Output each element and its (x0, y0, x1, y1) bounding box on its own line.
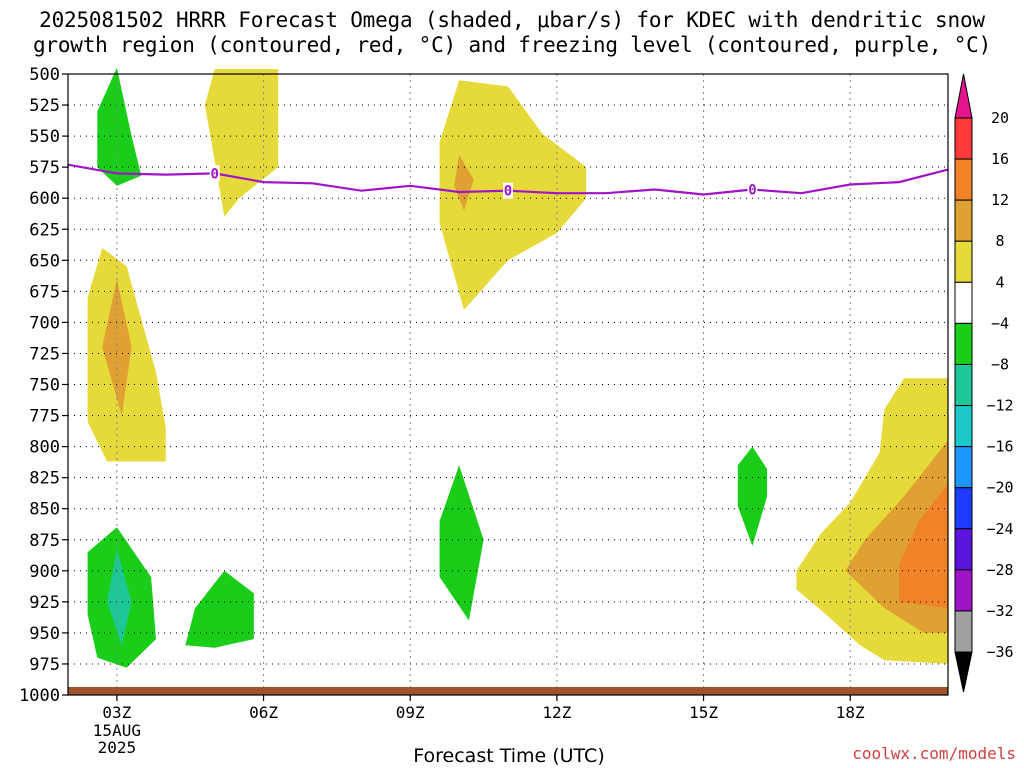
x-tick-label-18Z: 18Z (836, 703, 865, 722)
chart-title-line-2: growth region (contoured, red, °C) and f… (32, 33, 992, 57)
omega-region-green-05z-low (185, 570, 254, 648)
colorbar-bin--20-to--16 (954, 446, 973, 489)
colorbar-label-13: −36 (986, 643, 1013, 661)
y-tick-label-650: 650 (29, 251, 60, 271)
colorbar-bin-16-to-20 (954, 117, 973, 160)
omega-region-green-16z-low (737, 446, 768, 546)
colorbar-bottom-arrow (954, 651, 973, 693)
freezing-label-bg (747, 181, 758, 198)
colorbar-bin--16-to--12 (954, 405, 973, 448)
omega-region-green-10z-low (439, 465, 484, 621)
colorbar-label-4: 4 (995, 273, 1004, 291)
colorbar-label-1: 16 (991, 150, 1009, 168)
x-axis-label: Forecast Time (UTC) (413, 745, 605, 767)
y-tick-label-675: 675 (29, 282, 60, 302)
colorbar-bin-4-to-8 (954, 240, 973, 283)
colorbar-label-7: −12 (986, 397, 1013, 415)
colorbar-bin--36-to--32 (954, 610, 973, 653)
omega-region-yellow-06z-upper (204, 69, 279, 217)
chart-title-line-1: 2025081502 HRRR Forecast Omega (shaded, … (39, 8, 985, 32)
colorbar-label-11: −28 (986, 561, 1013, 579)
y-tick-label-825: 825 (29, 469, 60, 489)
omega-region-green-03z-upper (97, 67, 142, 186)
y-tick-label-550: 550 (29, 127, 60, 147)
y-tick-label-900: 900 (29, 562, 60, 582)
colorbar-label-9: −20 (986, 479, 1013, 497)
grid-layer (68, 73, 948, 696)
colorbar-bin-8-to-12 (954, 199, 973, 242)
freezing-label-bg (209, 165, 220, 182)
freezing-level-label: 0 (504, 184, 512, 200)
x-tick-label-15Z: 15Z (689, 703, 718, 722)
y-tick-label-850: 850 (29, 500, 60, 520)
y-tick-label-775: 775 (29, 407, 60, 427)
y-tick-label-525: 525 (29, 96, 60, 116)
y-tick-label-750: 750 (29, 376, 60, 396)
y-tick-label-700: 700 (29, 313, 60, 333)
y-tick-label-500: 500 (29, 65, 60, 85)
colorbar-bin--12-to--8 (954, 363, 973, 407)
y-tick-label-1000: 1000 (19, 686, 60, 706)
omega-region-orange-03z-mid (102, 278, 132, 416)
y-tick-label-725: 725 (29, 344, 60, 364)
x-tick-label-12Z: 12Z (542, 703, 571, 722)
colorbar-bin--8-to--4 (954, 322, 973, 365)
omega-shading-layer (87, 67, 948, 668)
y-tick-label-925: 925 (29, 593, 60, 613)
colorbar-label-5: −4 (991, 314, 1009, 332)
colorbar-label-3: 8 (995, 232, 1004, 250)
colorbar-bin--32-to--28 (954, 569, 973, 612)
colorbar-label-2: 12 (991, 191, 1009, 209)
colorbar-top-arrow (954, 73, 973, 119)
colorbar-label-0: 20 (991, 109, 1009, 127)
y-tick-label-575: 575 (29, 158, 60, 178)
watermark-link[interactable]: coolwx.com/models (852, 744, 1016, 763)
x-tick-label-09Z: 09Z (396, 703, 425, 722)
y-tick-label-625: 625 (29, 220, 60, 240)
colorbar-bin--4-to-4 (954, 281, 973, 324)
freezing-level-label: 0 (210, 166, 218, 182)
omega-region-darkorange-19z (899, 483, 948, 609)
y-tick-label-600: 600 (29, 189, 60, 209)
x-date-label-1: 2025 (98, 738, 137, 757)
y-tick-label-875: 875 (29, 531, 60, 551)
omega-colorbar: 20 16 12 8 4 −4 −8 −12 −16 −20 −24 −28 −32 −36 (954, 73, 1014, 693)
y-tick-label-800: 800 (29, 438, 60, 458)
colorbar-label-12: −32 (986, 602, 1013, 620)
freezing-level-label: 0 (748, 183, 756, 199)
y-axis: 500 525 550 575 600 625 650 675 700 725 750 775 800 8… (19, 65, 68, 706)
colorbar-label-6: −8 (991, 355, 1009, 373)
colorbar-bin-12-to-16 (954, 158, 973, 201)
freezing-level-layer: 0 0 0 (67, 163, 949, 200)
colorbar-bin--24-to--20 (954, 487, 973, 530)
x-date-label-0: 15AUG (93, 721, 141, 740)
x-tick-label-06Z: 06Z (249, 703, 278, 722)
freezing-label-bg (503, 182, 513, 199)
colorbar-label-8: −16 (986, 438, 1013, 456)
omega-region-teal-03z-low (107, 549, 132, 646)
y-tick-label-975: 975 (29, 655, 60, 675)
colorbar-bin--28-to--24 (954, 528, 973, 571)
y-tick-label-950: 950 (29, 624, 60, 644)
omega-region-orange-10z (454, 154, 474, 211)
x-tick-label-03Z: 03Z (102, 703, 131, 722)
colorbar-label-10: −24 (986, 520, 1013, 538)
surface-strip (68, 687, 948, 695)
